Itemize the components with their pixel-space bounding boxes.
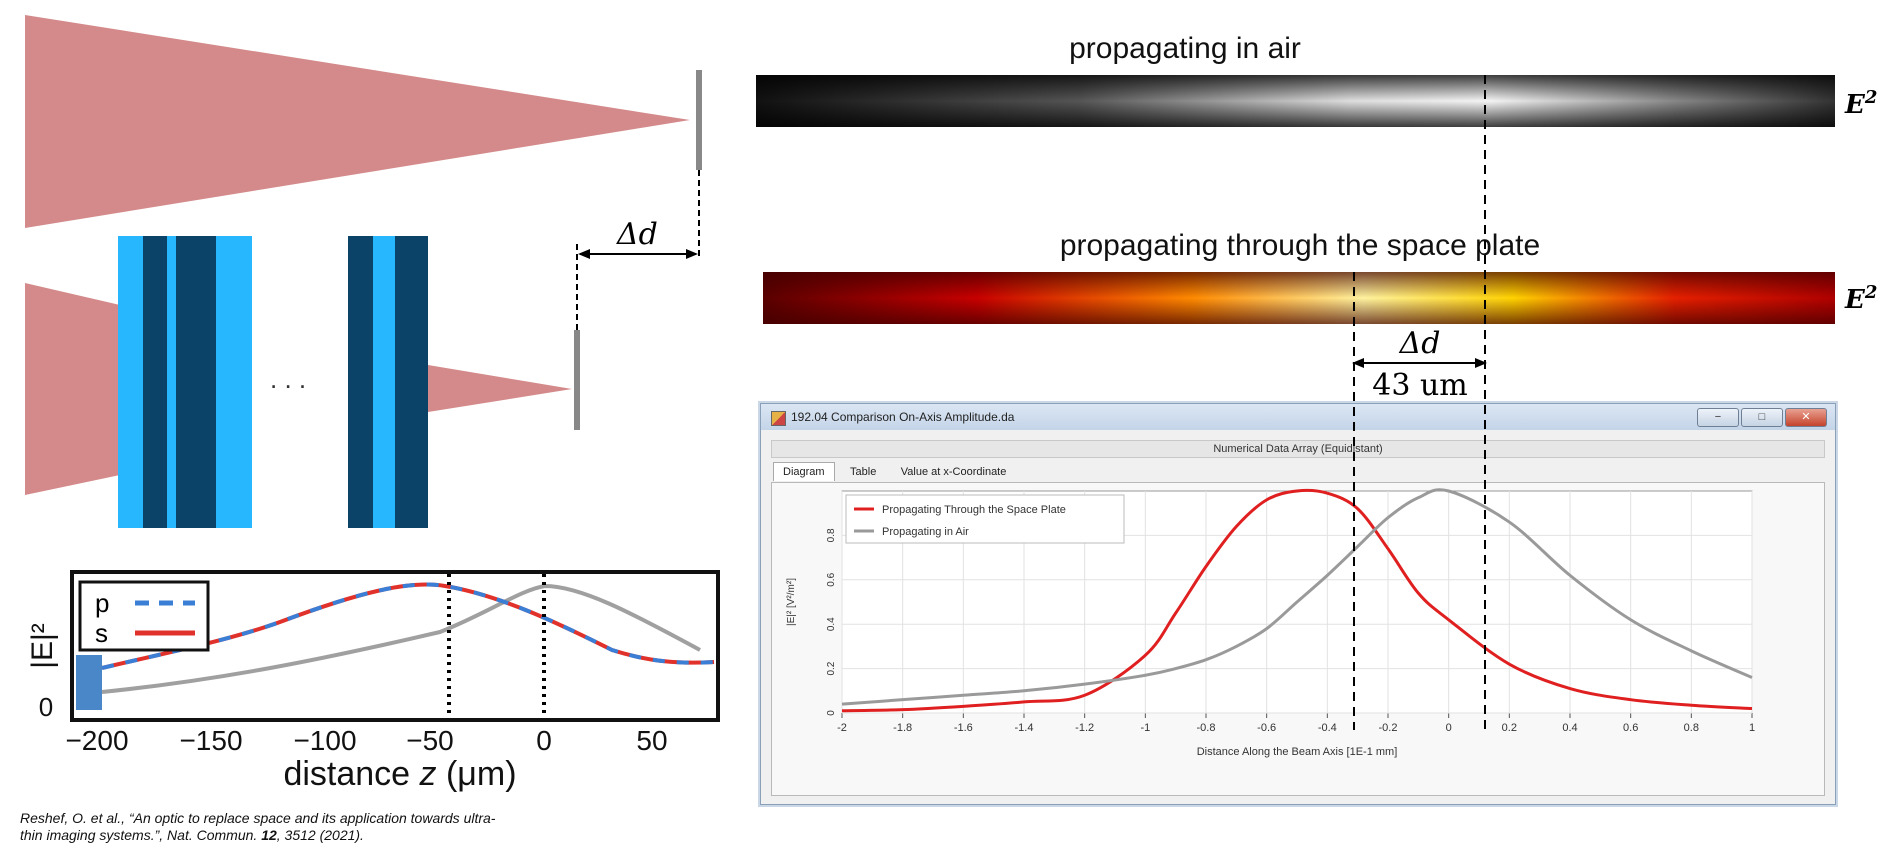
chart-legend-label: Propagating Through the Space Plate [882,504,1066,516]
small-plot-ylabel: |E|² [26,623,59,669]
chart-ylabel: |E|² [V²/m²] [786,578,797,626]
chart-xtick-label: 0 [1446,722,1452,734]
space-plate-block-1 [118,236,252,528]
air-field-map-shade [756,75,1835,127]
chart-xtick-label: 0.6 [1623,722,1638,734]
air-e2-label: E2 [1844,87,1877,120]
chart-xtick-label: -1 [1140,722,1150,734]
chart-xtick-label: -1.2 [1075,722,1094,734]
small-plot-xlabel: distance z (μm) [283,755,516,793]
tab-diagram[interactable]: Diagram [773,462,835,481]
chart-series-line-air [841,488,1753,706]
chart-xtick-label: -2 [837,722,847,734]
layers-ellipsis: . . . [270,364,306,394]
air-beam-cone [25,15,690,228]
citation-line2c: , 3512 (2021). [276,827,364,843]
window-title: 192.04 Comparison On-Axis Amplitude.da [791,410,1015,424]
small-plot-xticks: −200 −150 −100 −50 0 50 [65,725,667,756]
small-plot-blue-patch [76,655,102,710]
chart-ytick-label: 0.4 [826,617,837,631]
legend-p-label: p [95,588,109,618]
delta-d-value: 43 um [1372,368,1467,403]
chart-series-line-space-plate [841,488,1753,713]
tab-table[interactable]: Table [850,466,877,478]
chart-ytick-label: 0.8 [826,528,837,542]
chart-xtick-label: 0.8 [1684,722,1699,734]
legend-s-label: s [95,618,108,648]
delta-d-label-right: Δd [1399,326,1441,361]
chart-xtick-label: 0.2 [1502,722,1517,734]
chart-xtick-label: 1 [1749,722,1755,734]
small-plot-xtick: −50 [406,725,454,756]
output-beam-cone [428,365,572,412]
plate-e2-label: E2 [1844,282,1877,315]
chart-xtick-label: -1.4 [1015,722,1034,734]
small-plot-xtick: −150 [179,725,242,756]
chart-ytick-label: 0.6 [826,572,837,586]
air-field-title: propagating in air [1069,32,1301,65]
small-plot-xtick: −200 [65,725,128,756]
line-chart: -2 -1.8 -1.6 -1.4 -1.2 -1 -0.8 -0.6 -0.4 -0.2 0 0.2… [786,488,1755,758]
chart-xtick-label: -1.8 [893,722,912,734]
chart-xtick-label: -0.6 [1257,722,1276,734]
window-tabs: Diagram Table Value at x-Coordinate [773,462,1017,482]
input-beam-cone [25,283,120,495]
air-focus-detector [696,70,702,170]
small-plot: p s [70,570,720,722]
citation: Reshef, O. et al., “An optic to replace … [20,810,495,844]
chart-xlabel: Distance Along the Beam Axis [1E-1 mm] [1197,746,1398,758]
window-titlebar[interactable]: 192.04 Comparison On-Axis Amplitude.da −… [761,404,1835,430]
small-plot-xtick: 50 [636,725,667,756]
minimize-button[interactable]: − [1697,408,1739,427]
diagram-panel: -2 -1.8 -1.6 -1.4 -1.2 -1 -0.8 -0.6 -0.4 -0.2 0 0.2… [771,482,1825,796]
plate-focus-detector [574,330,580,430]
small-plot-p-curve [101,582,715,670]
chart-legend [845,494,1125,544]
citation-line2a: thin imaging systems.”, Nat. Commun. [20,827,262,843]
close-button[interactable]: ✕ [1785,408,1827,427]
chart-xtick-label: -0.4 [1318,722,1337,734]
small-plot-xtick: −100 [293,725,356,756]
delta-d-label-left: Δd [616,217,658,252]
chart-xtick-label: 0.4 [1562,722,1577,734]
maximize-button[interactable]: □ [1741,408,1783,427]
citation-volume: 12 [261,827,277,843]
chart-ytick-label: 0 [826,710,837,716]
app-icon [771,411,786,426]
space-plate-block-2 [348,236,428,528]
chart-ytick-label: 0.2 [826,661,837,675]
tab-value-at-x[interactable]: Value at x-Coordinate [900,466,1007,478]
window-subtitle: Numerical Data Array (Equidistant) [771,440,1825,458]
small-plot-xtick: 0 [536,725,552,756]
small-plot-legend [78,580,210,652]
chart-legend-label: Propagating in Air [882,526,969,538]
plate-field-map-shade [763,272,1835,324]
chart-xtick-label: -1.6 [954,722,973,734]
citation-line1: Reshef, O. et al., “An optic to replace … [20,810,496,826]
plate-field-title: propagating through the space plate [1060,229,1540,262]
delta-d-arrow-right [1352,358,1487,368]
chart-xtick-label: -0.2 [1379,722,1398,734]
data-array-window: 192.04 Comparison On-Axis Amplitude.da −… [760,403,1836,805]
delta-d-arrow-left [578,249,698,259]
small-plot-ytick-0: 0 [39,692,53,722]
small-plot-air-curve [101,583,701,694]
chart-xtick-label: -0.8 [1197,722,1216,734]
